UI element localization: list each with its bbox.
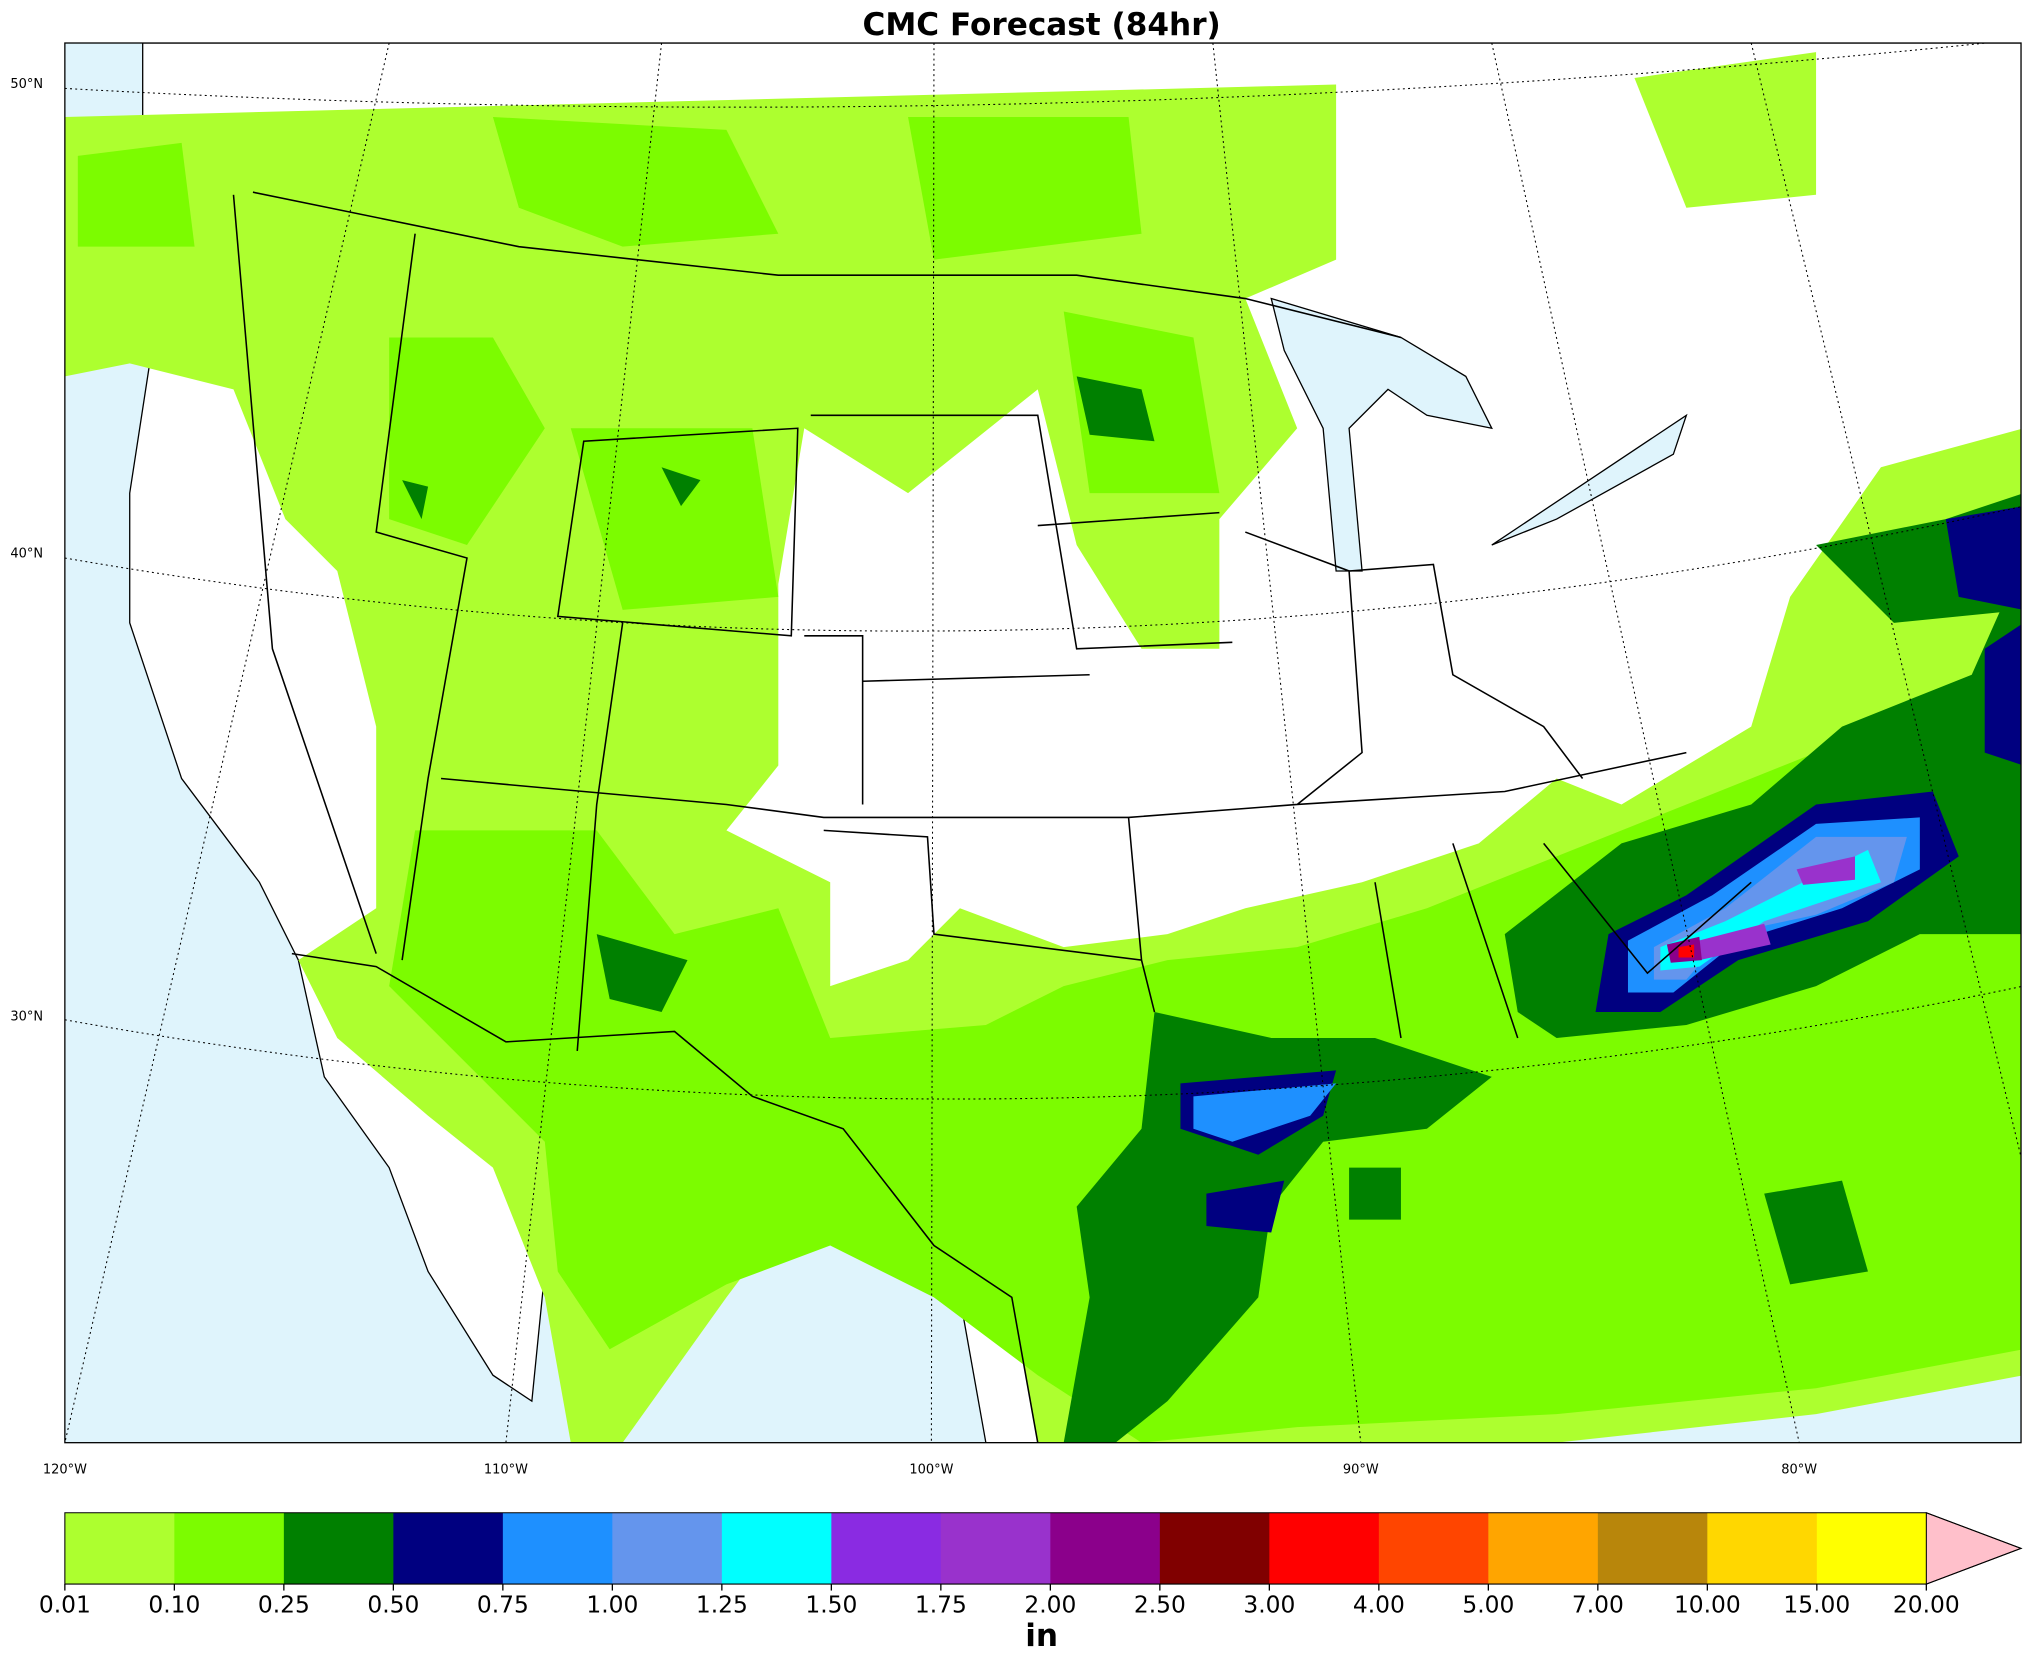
colorbar-tick-label: 7.00 [1572, 1591, 1624, 1619]
colorbar-tick-label: 5.00 [1462, 1591, 1514, 1619]
colorbar-swatch [1707, 1512, 1818, 1585]
precip-intense [1193, 817, 1920, 1142]
colorbar-tick-label: 1.75 [915, 1591, 967, 1619]
borders [232, 191, 1752, 1443]
colorbar-tick-label: 4.00 [1353, 1591, 1405, 1619]
lon-label: 100°W [909, 1462, 953, 1477]
lon-label: 80°W [1781, 1462, 1817, 1477]
colorbar-swatch [174, 1512, 285, 1585]
lat-label: 30°N [10, 1010, 43, 1025]
map [64, 42, 2022, 1444]
map-frame [64, 42, 2022, 1444]
lat-label: 40°N [10, 547, 43, 562]
colorbar-tick-label: 20.00 [1893, 1591, 1960, 1619]
lat-label: 50°N [10, 77, 43, 92]
colorbar-swatch [64, 1512, 176, 1585]
colorbar-swatch [1050, 1512, 1161, 1585]
colorbar-swatch [1597, 1512, 1708, 1585]
colorbar-swatch [393, 1512, 504, 1585]
graticule [64, 43, 2022, 1443]
colorbar-swatch [1488, 1512, 1599, 1585]
lakes [1270, 297, 1688, 572]
colorbar-swatch [1816, 1512, 1927, 1585]
colorbar-swatch [721, 1512, 832, 1585]
colorbar-swatch [1159, 1512, 1270, 1585]
lon-label: 120°W [43, 1462, 87, 1477]
title: CMC Forecast (84hr) [862, 7, 1220, 43]
colorbar-tick-label: 1.00 [586, 1591, 638, 1619]
colorbar: 0.01 0.10 0.25 0.50 0.75 1.00 1.25 1.50 1.75 2.00… [39, 1511, 2023, 1619]
colorbar-swatch [612, 1512, 723, 1585]
colorbar-swatch [940, 1512, 1051, 1585]
colorbar-outline [64, 1512, 2023, 1585]
colorbar-tick-label: 2.00 [1024, 1591, 1076, 1619]
colorbar-swatch [1269, 1512, 1380, 1585]
colorbar-tick-label: 0.25 [258, 1591, 310, 1619]
colorbar-tick-label: 3.00 [1243, 1591, 1295, 1619]
colorbar-tick-label: 1.25 [696, 1591, 748, 1619]
lon-label: 90°W [1343, 1462, 1379, 1477]
colorbar-swatch [831, 1512, 942, 1585]
colorbar-swatch [1378, 1512, 1489, 1585]
colorbar-tick-label: 15.00 [1783, 1591, 1850, 1619]
lon-label: 110°W [484, 1462, 528, 1477]
colorbar-tick-label: 0.01 [39, 1591, 91, 1619]
colorbar-tick-label: 0.50 [367, 1591, 419, 1619]
colorbar-label: in [1025, 1618, 1058, 1654]
colorbar-tick-label: 10.00 [1674, 1591, 1741, 1619]
colorbar-swatch [502, 1512, 614, 1585]
colorbar-tick-label: 2.50 [1134, 1591, 1186, 1619]
colorbar-tick-label: 0.10 [148, 1591, 200, 1619]
precip-heavy [402, 376, 2022, 1443]
colorbar-tick-label: 0.75 [477, 1591, 529, 1619]
colorbar-swatch [283, 1512, 395, 1585]
axis-labels: 50°N 40°N 30°N 120°W 110°W 100°W 90°W 80… [10, 77, 1817, 1477]
colorbar-extension [1925, 1511, 2023, 1585]
colorbar-tick-label: 1.50 [805, 1591, 857, 1619]
